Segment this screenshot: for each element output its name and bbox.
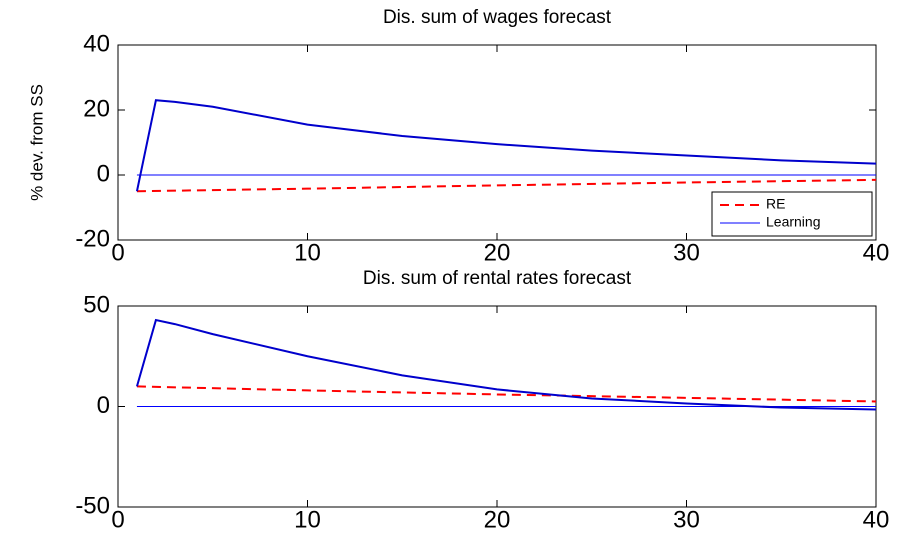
y-tick-label: 50 [83,291,110,318]
chart-title: Dis. sum of rental rates forecast [363,268,632,289]
x-tick-label: 20 [484,239,511,266]
x-tick-label: 0 [111,506,124,532]
x-tick-label: 10 [294,506,321,532]
chart-title: Dis. sum of wages forecast [383,7,612,28]
x-tick-label: 30 [673,239,700,266]
x-tick-label: 0 [111,239,124,266]
x-tick-label: 40 [863,506,890,532]
y-tick-label: 40 [83,30,110,57]
legend-label: RE [766,196,785,212]
y-tick-label: 0 [97,160,110,187]
series-line [136,385,877,403]
y-tick-label: 20 [83,95,110,122]
y-axis-label: % dev. from SS [27,84,46,201]
x-tick-label: 40 [863,239,890,266]
x-tick-label: 10 [294,239,321,266]
x-tick-label: 20 [484,506,511,532]
series-line [135,99,877,192]
legend-box [711,191,873,237]
x-tick-label: 30 [673,506,700,532]
y-tick-label: -50 [75,492,110,519]
legend-label: Learning [766,214,821,230]
y-tick-label: 0 [97,392,110,419]
y-tick-label: -20 [75,225,110,252]
series-line [136,178,877,193]
series-line [135,318,877,411]
